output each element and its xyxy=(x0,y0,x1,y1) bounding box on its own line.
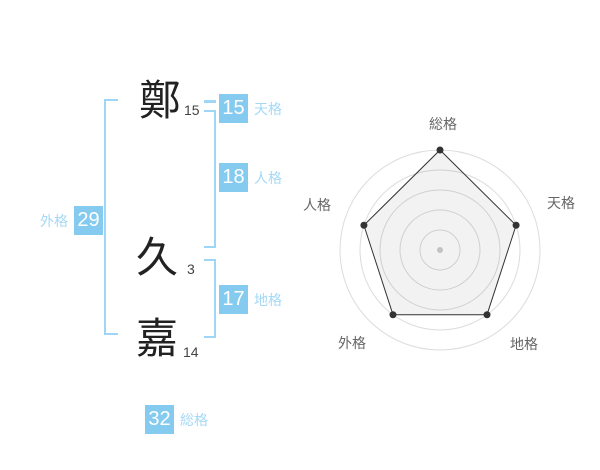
gaikaku-bracket xyxy=(104,99,118,335)
radar-data-point xyxy=(360,221,368,229)
jinkaku-row: 18 人格 xyxy=(219,163,282,192)
surname-char-strokes: 15 xyxy=(184,102,200,118)
tenkaku-label: 天格 xyxy=(254,100,282,117)
radar-data-polygon xyxy=(363,149,517,316)
tenkaku-tick xyxy=(204,100,216,103)
jinkaku-value-badge: 18 xyxy=(219,163,248,192)
tenkaku-value-badge: 15 xyxy=(219,94,248,123)
radar-axis-label: 天格 xyxy=(547,195,575,211)
radar-data-point xyxy=(512,221,520,229)
radar-axis-label: 外格 xyxy=(338,335,366,351)
jinkaku-label: 人格 xyxy=(254,169,282,186)
surname-char: 鄭 xyxy=(138,77,181,124)
radar-axis-label: 地格 xyxy=(510,336,538,352)
soukaku-row: 32 総格 xyxy=(145,405,208,434)
chikaku-bracket xyxy=(204,259,216,338)
chikaku-value-badge: 17 xyxy=(219,285,248,314)
radar-grid-ring xyxy=(359,169,521,331)
radar-data-point xyxy=(389,311,397,319)
radar-grid-ring xyxy=(379,189,501,311)
radar-data-point xyxy=(483,311,491,319)
gaikaku-row: 外格 29 xyxy=(40,206,103,235)
radar-center-dot xyxy=(437,247,443,253)
given-name-char-2: 嘉 xyxy=(135,315,178,362)
chikaku-label: 地格 xyxy=(254,291,282,308)
tenkaku-row: 15 天格 xyxy=(219,94,282,123)
radar-data-point xyxy=(436,146,444,154)
given-name-char-1: 久 xyxy=(135,234,178,281)
jinkaku-bracket xyxy=(204,110,216,248)
soukaku-label: 総格 xyxy=(180,411,208,428)
radar-grid-ring xyxy=(419,229,461,271)
radar-grid-ring xyxy=(399,209,481,291)
gaikaku-value-badge: 29 xyxy=(74,206,103,235)
given-name-char-1-strokes: 3 xyxy=(187,261,195,277)
soukaku-value-badge: 32 xyxy=(145,405,174,434)
given-name-char-2-strokes: 14 xyxy=(183,344,199,360)
gaikaku-label: 外格 xyxy=(40,212,68,229)
radar-axis-label: 人格 xyxy=(303,197,331,213)
radar-axis-label: 総格 xyxy=(429,116,457,132)
chikaku-row: 17 地格 xyxy=(219,285,282,314)
